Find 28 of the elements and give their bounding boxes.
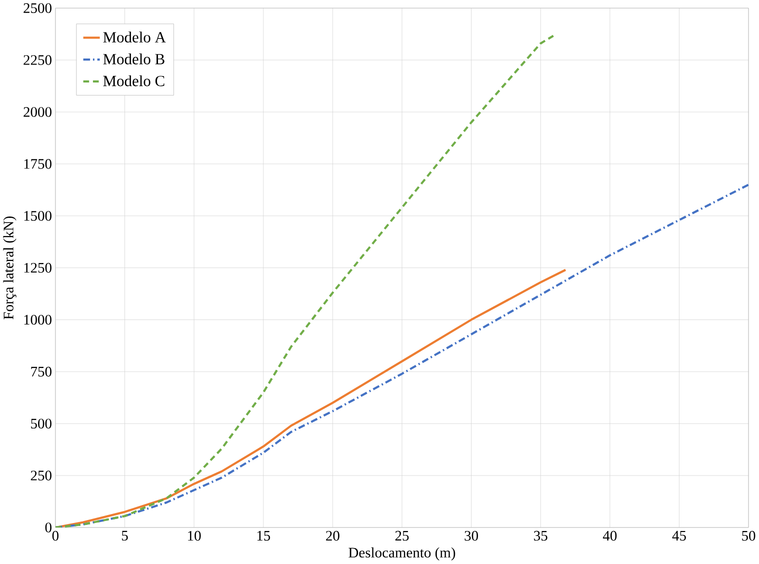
legend-label: Modelo C [103,75,164,86]
x-tick-label: 35 [534,531,548,541]
y-tick-label: 2000 [24,107,52,118]
y-tick-label: 1500 [24,211,52,221]
y-tick-label: 1750 [24,159,52,169]
x-tick-label: 0 [52,531,59,541]
y-axis-title: Força lateral (kN) [3,216,16,320]
y-tick-label: 2250 [24,55,52,66]
legend-label: Modelo A [103,32,166,43]
legend-label: Modelo B [103,54,164,65]
y-tick-label: 0 [45,522,52,533]
y-tick-label: 250 [30,470,52,481]
y-tick-label: 1000 [24,314,52,325]
x-tick-label: 30 [464,531,478,541]
x-tick-label: 10 [188,531,201,541]
line-series [55,268,567,528]
y-tick-label: 1250 [24,263,52,273]
x-tick-label: 45 [672,531,686,541]
x-tick-label: 5 [122,531,128,541]
y-tick-label: 750 [31,366,52,377]
x-tick-label: 25 [395,531,409,541]
x-axis-title: Deslocamento (m) [348,547,456,561]
x-tick-label: 15 [257,531,270,541]
y-tick-label: 500 [31,418,52,429]
x-tick-label: 20 [326,531,340,541]
x-tick-label: 50 [742,531,756,541]
x-tick-label: 40 [602,531,617,541]
y-tick-label: 2500 [24,3,52,14]
